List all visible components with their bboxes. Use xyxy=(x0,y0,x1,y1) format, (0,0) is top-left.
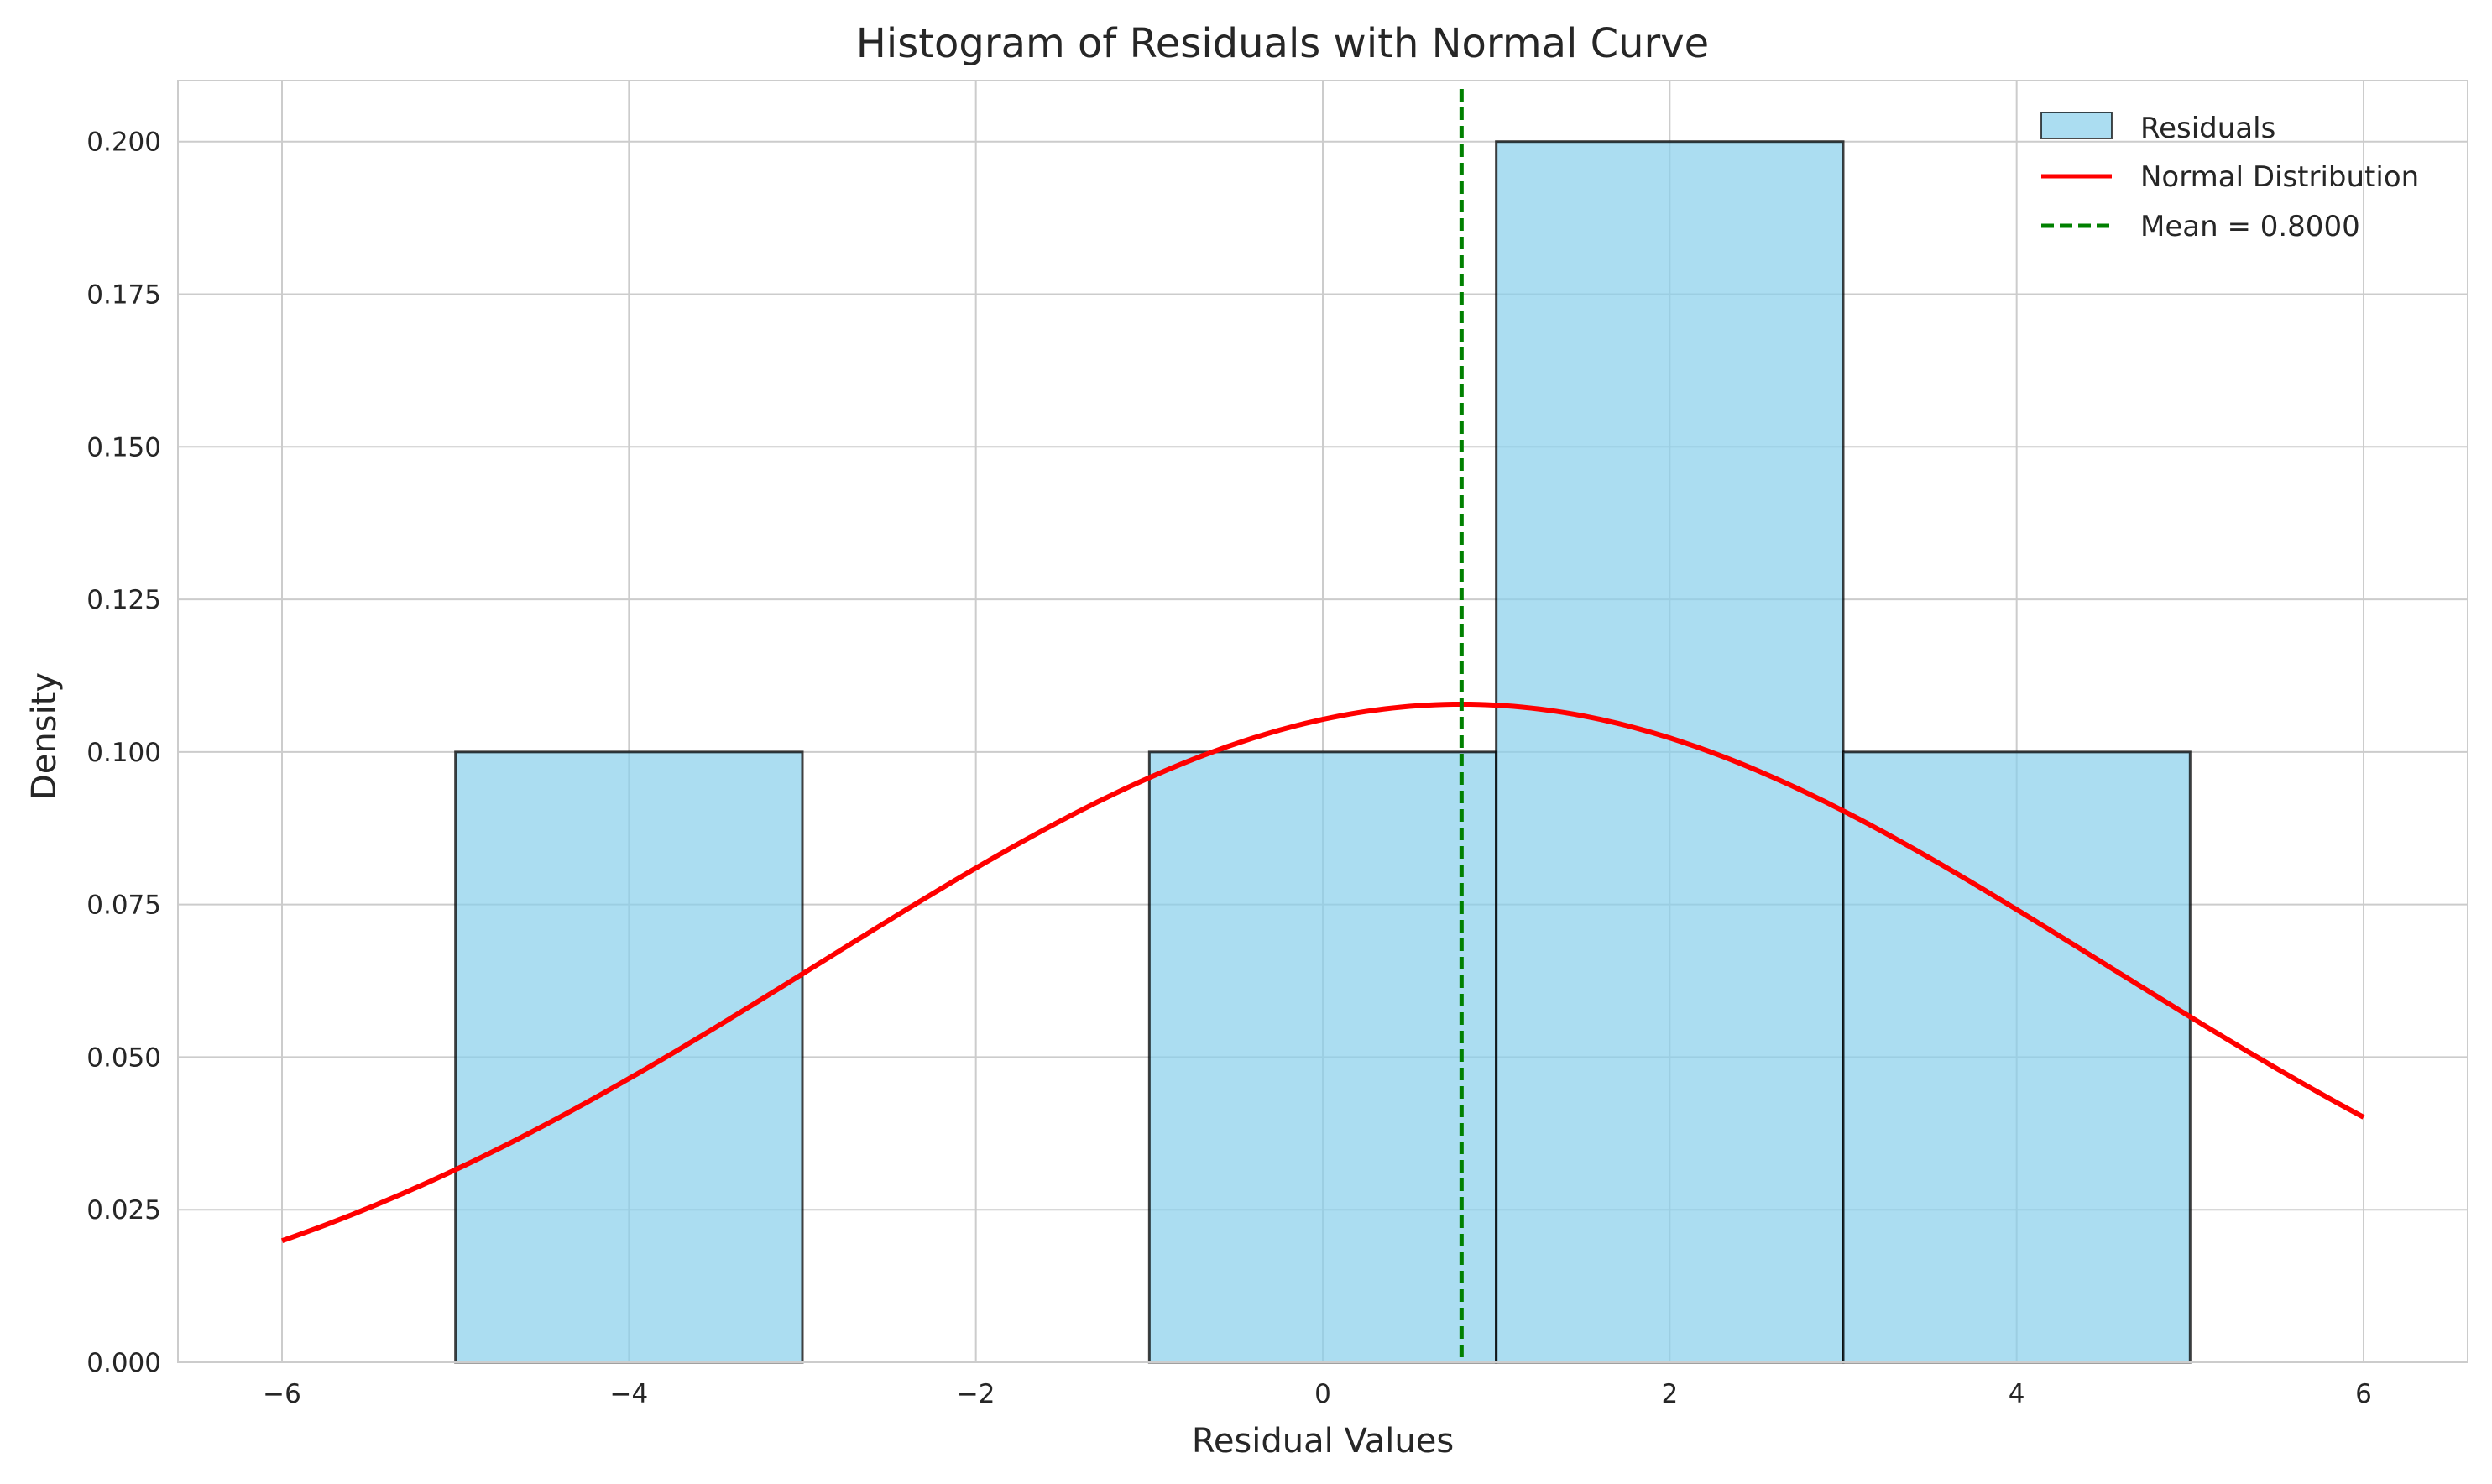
chart-title: Histogram of Residuals with Normal Curve xyxy=(856,20,1709,67)
y-axis-label: Density xyxy=(25,672,64,800)
x-tick-label: −2 xyxy=(957,1379,995,1409)
plot-border xyxy=(177,80,2468,1363)
y-tick-label: 0.200 xyxy=(86,128,161,158)
curve-layer xyxy=(281,89,2365,1362)
x-tick-label: 0 xyxy=(1314,1379,1331,1409)
y-tick-label: 0.100 xyxy=(86,738,161,768)
x-axis-label: Residual Values xyxy=(1192,1422,1454,1460)
legend-swatch-residuals xyxy=(2040,112,2113,139)
histogram-bar-2 xyxy=(1147,750,1498,1364)
histogram-bar-1 xyxy=(454,750,804,1364)
bars-layer xyxy=(454,140,2192,1364)
legend-label-residuals: Residuals xyxy=(2140,112,2275,145)
y-tick-label: 0.000 xyxy=(86,1348,161,1378)
plot-frame xyxy=(177,80,2468,1363)
x-tick-label: −4 xyxy=(609,1379,648,1409)
x-tick-label: 2 xyxy=(1661,1379,1678,1409)
normal-curve-line xyxy=(281,701,2365,1243)
y-tick-label: 0.150 xyxy=(86,432,161,462)
y-tick-label: 0.050 xyxy=(86,1042,161,1073)
histogram-bar-3 xyxy=(1495,140,1845,1364)
x-tick-label: 6 xyxy=(2355,1379,2372,1409)
y-tick-label: 0.025 xyxy=(86,1195,161,1225)
histogram-bar-4 xyxy=(1842,750,2192,1364)
legend-label-normal: Normal Distribution xyxy=(2140,160,2419,194)
x-tick-label: −6 xyxy=(263,1379,301,1409)
ticks-layer: −6 −4 −2 0 2 4 6 0.000 0.025 0.050 0.075 0.100 0.125… xyxy=(86,128,2372,1409)
legend: Residuals Normal Distribution Mean = 0.8… xyxy=(2040,112,2419,243)
y-tick-label: 0.075 xyxy=(86,891,161,921)
y-tick-label: 0.125 xyxy=(86,585,161,615)
x-tick-label: 4 xyxy=(2009,1379,2025,1409)
y-tick-label: 0.175 xyxy=(86,280,161,311)
legend-label-mean: Mean = 0.8000 xyxy=(2140,210,2360,243)
